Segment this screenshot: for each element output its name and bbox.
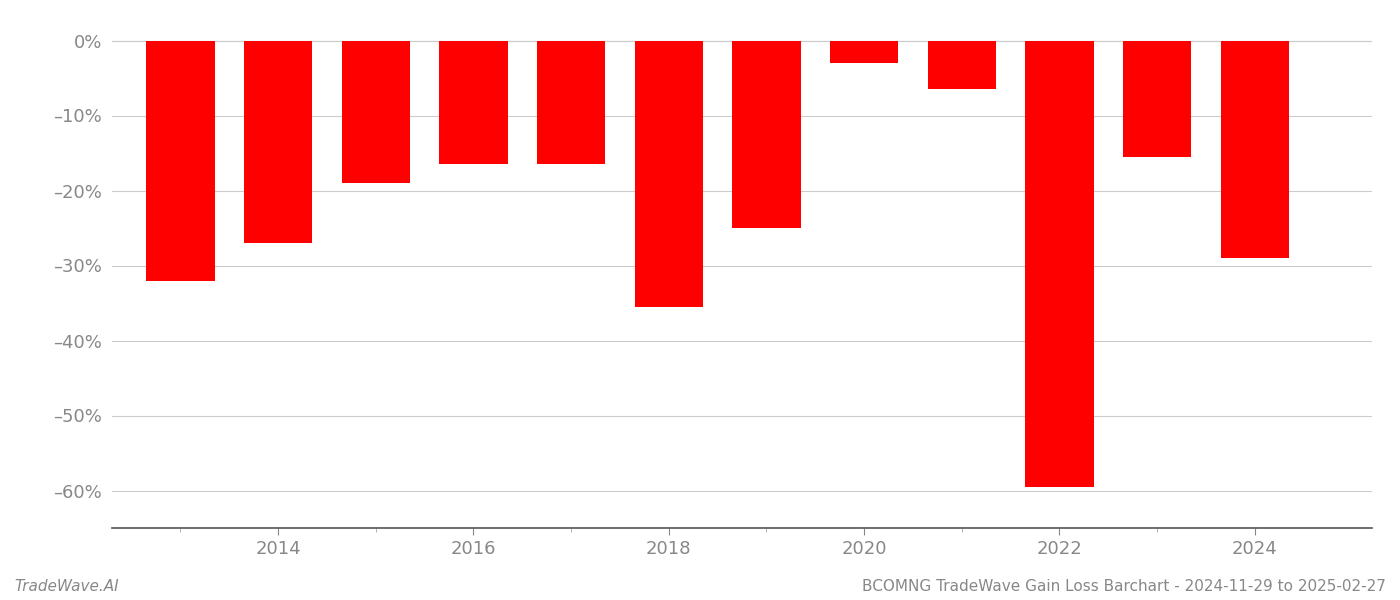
- Bar: [1025, 40, 1093, 487]
- Text: BCOMNG TradeWave Gain Loss Barchart - 2024-11-29 to 2025-02-27: BCOMNG TradeWave Gain Loss Barchart - 20…: [862, 579, 1386, 594]
- Bar: [244, 40, 312, 243]
- Bar: [830, 40, 899, 63]
- Bar: [1123, 40, 1191, 157]
- Bar: [342, 40, 410, 183]
- Bar: [928, 40, 995, 89]
- Bar: [1221, 40, 1289, 258]
- Bar: [146, 40, 214, 280]
- Bar: [634, 40, 703, 307]
- Text: TradeWave.AI: TradeWave.AI: [14, 579, 119, 594]
- Bar: [440, 40, 508, 164]
- Bar: [536, 40, 605, 164]
- Bar: [732, 40, 801, 228]
